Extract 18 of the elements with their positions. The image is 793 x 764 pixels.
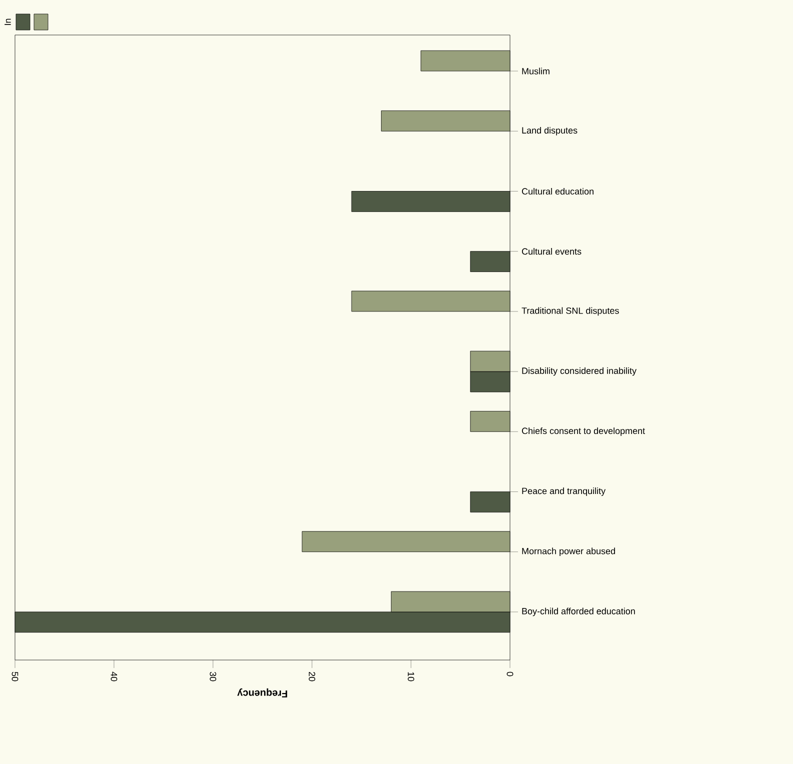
y-tick-label: Chiefs consent to development (522, 427, 646, 436)
x-tick-label: 20 (308, 672, 316, 682)
x-tick-label: 30 (210, 672, 216, 682)
x-tick-label: 0 (506, 672, 514, 676)
legend-title: In (4, 18, 11, 25)
y-tick-label: Cultural events (522, 248, 582, 255)
y-tick-label: Land disputes (522, 126, 578, 136)
y-tick-label: Boy-child afforded education (522, 608, 635, 616)
x-tick-label: 10 (408, 672, 414, 682)
x-tick-label: 40 (110, 672, 118, 682)
x-tick-label: 50 (12, 672, 18, 682)
y-tick-label: Traditional SNL disputes (522, 307, 619, 316)
y-tick-label: Cultural education (522, 188, 594, 195)
x-axis-title: Frequency (237, 688, 288, 698)
y-tick-label: Disability considered inability (522, 367, 637, 376)
y-tick-label: Mornach power abused (522, 548, 615, 556)
y-tick-label: Peace and tranquility (522, 488, 606, 496)
y-tick-label: Muslim (522, 68, 550, 74)
